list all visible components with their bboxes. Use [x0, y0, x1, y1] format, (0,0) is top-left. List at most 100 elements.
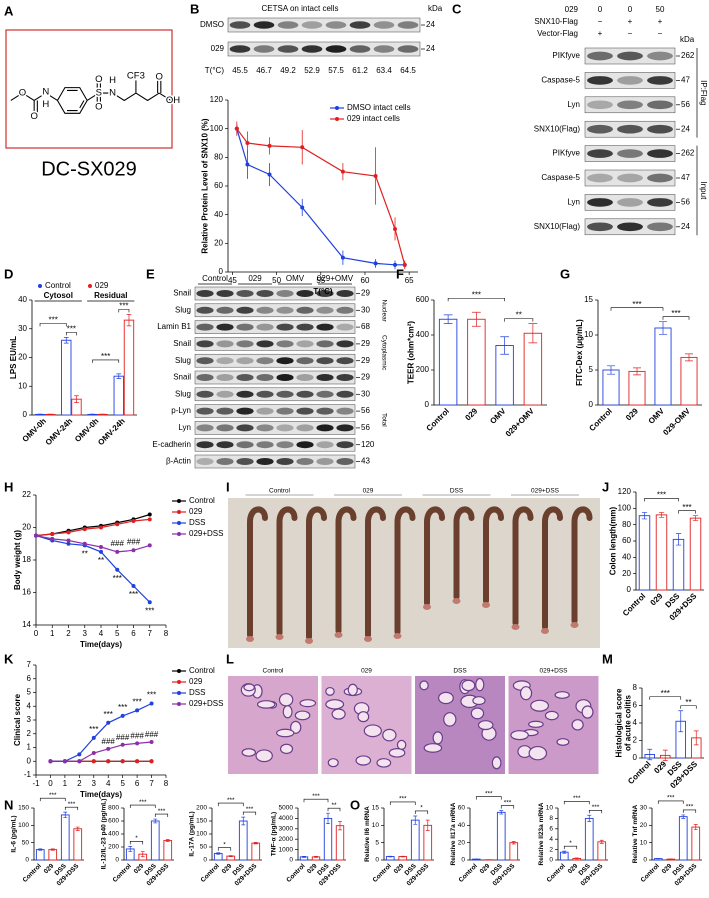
x-tick-label: Control	[458, 863, 479, 884]
data-point	[120, 713, 125, 718]
data-point	[267, 143, 272, 148]
row-label: Snail	[173, 289, 191, 298]
error-bar	[599, 839, 604, 844]
error-bar	[37, 413, 43, 416]
sig-bracket	[610, 307, 664, 311]
blot-band	[236, 323, 254, 331]
row-label: Slug	[175, 389, 191, 398]
legend-label: DSS	[189, 518, 205, 527]
legend-marker	[38, 284, 42, 288]
y-tick-label: 2000	[279, 836, 294, 843]
blot-band	[647, 149, 673, 158]
data-point	[106, 759, 111, 764]
bar	[123, 319, 135, 416]
tissue-crypt	[388, 747, 406, 758]
bar	[689, 517, 702, 591]
size-label: 262	[681, 149, 695, 158]
x-tick-label: Control	[22, 863, 43, 884]
panel-label: I	[226, 479, 230, 494]
sig-label: ***	[686, 804, 694, 811]
x-tick-label: Control	[621, 592, 647, 618]
y-tick-label: 600	[108, 818, 119, 825]
blot-band	[325, 21, 347, 29]
x-tick-label: 45	[228, 276, 237, 285]
blot-band	[256, 390, 274, 398]
x-tick-label: 50	[272, 276, 281, 285]
y-tick-label: 40	[622, 552, 631, 561]
atom-label: O	[19, 88, 26, 99]
blot-band	[216, 289, 234, 298]
sig-label: ***	[118, 703, 127, 712]
bar	[335, 825, 345, 861]
sig-label: ***	[632, 300, 641, 309]
data-point	[149, 759, 154, 764]
row-label: Lyn	[178, 423, 191, 432]
blot-strip	[227, 17, 421, 33]
tissue-crypt	[530, 699, 550, 712]
colon-end	[364, 636, 372, 642]
colon-end	[246, 636, 254, 642]
sig-bracket	[475, 796, 502, 800]
group-label: 029	[248, 274, 262, 283]
blot-band	[373, 21, 395, 29]
temp-value: 63.4	[376, 66, 392, 75]
x-tick-label: 0	[48, 779, 53, 788]
data-point	[131, 519, 136, 523]
blot-band	[316, 357, 334, 365]
atom-label: N	[109, 88, 116, 99]
y-tick-label: 5	[27, 688, 32, 697]
data-point	[147, 517, 152, 522]
error-bar	[126, 314, 132, 327]
data-point	[135, 741, 140, 746]
y-tick-label: 7	[27, 660, 32, 669]
colon	[424, 506, 445, 606]
x-tick-label: Control	[372, 863, 393, 884]
blot-strip	[194, 337, 356, 351]
error-bar	[528, 323, 538, 344]
blot-band	[587, 198, 613, 207]
colon	[542, 506, 563, 630]
y-tick-label: 8	[633, 683, 638, 692]
sig-label: ***	[49, 792, 57, 799]
sig-bracket	[64, 806, 79, 811]
panel-label: M	[602, 651, 613, 666]
colon-end	[423, 604, 431, 610]
tissue-crypt	[443, 712, 457, 727]
y-axis-label: LPS EU/mL	[9, 336, 18, 379]
y-tick-label: 20	[622, 569, 631, 578]
data-point	[48, 759, 53, 764]
blot-band	[229, 45, 251, 53]
colon	[335, 506, 357, 634]
size-label: 43	[361, 457, 370, 466]
x-tick-label: 7	[148, 629, 153, 638]
y-tick-label: 10	[18, 381, 27, 390]
blot-band	[256, 323, 274, 331]
blot-band	[277, 45, 299, 53]
sig-label: *	[135, 835, 138, 842]
sig-label: ***	[573, 795, 581, 802]
y-tick-label: 150	[196, 818, 207, 825]
tissue-crypt	[419, 680, 429, 691]
error-bar	[658, 512, 665, 518]
data-point	[115, 522, 120, 527]
blot-band	[316, 407, 334, 415]
sig-label: ***	[312, 793, 320, 800]
blot-band	[617, 198, 643, 207]
data-point	[149, 701, 154, 706]
blot-band	[336, 424, 354, 432]
error-bar	[658, 321, 668, 335]
data-point	[91, 759, 96, 764]
error-bar	[140, 851, 145, 858]
x-tick-label: 3	[83, 629, 88, 638]
tissue-crypt	[423, 743, 443, 753]
bar	[672, 538, 685, 591]
y-tick-label: 0	[643, 857, 647, 864]
bonds	[10, 80, 172, 114]
y-tick-label: 10	[640, 839, 648, 846]
blot-band	[216, 407, 234, 415]
x-tick-label: Control	[587, 407, 613, 433]
